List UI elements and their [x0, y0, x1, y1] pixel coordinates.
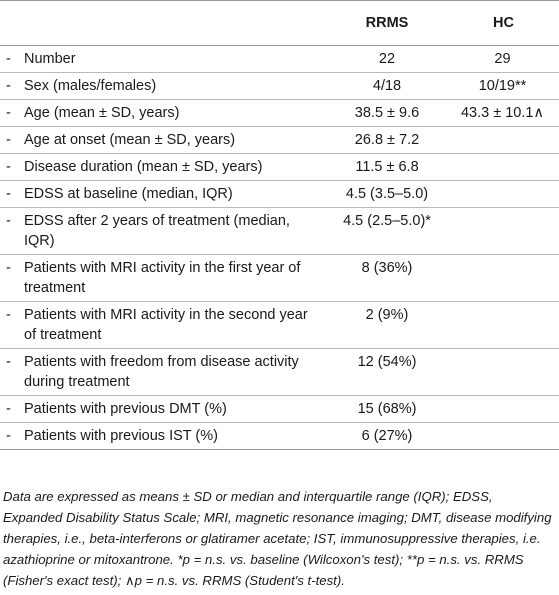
rrms-value: 11.5 ± 6.8	[316, 153, 448, 181]
row-label: Patients with freedom from disease activ…	[24, 354, 299, 390]
row-label: EDSS after 2 years of treatment (median,…	[24, 213, 290, 249]
hc-value: 29	[448, 45, 559, 73]
row-label: Age at onset (mean ± SD, years)	[24, 132, 236, 148]
hc-value	[448, 348, 559, 396]
table-body: - Number 22 29- Sex (males/females) 4/18 10/19…	[0, 45, 559, 450]
row-label-cell: - EDSS after 2 years of treatment (median…	[0, 207, 316, 255]
row-marker: -	[6, 354, 11, 370]
row-label-cell: - Patients with MRI activity in the first…	[0, 254, 316, 302]
row-label-cell: - EDSS at baseline (median, IQR)	[0, 180, 316, 208]
row-label: EDSS at baseline (median, IQR)	[24, 186, 233, 202]
row-label-cell: - Patients with previous DMT (%)	[0, 395, 316, 423]
hc-value	[448, 395, 559, 423]
rrms-value: 4.5 (3.5–5.0)	[316, 180, 448, 208]
table-header-row: RRMS HC	[0, 0, 559, 46]
row-label-cell: - Patients with MRI activity in the secon…	[0, 301, 316, 349]
row-label: Patients with MRI activity in the first …	[24, 260, 301, 296]
row-label: Patients with MRI activity in the second…	[24, 307, 308, 343]
row-marker: -	[6, 428, 11, 444]
hc-value	[448, 207, 559, 255]
row-marker: -	[6, 307, 11, 323]
table-row: - Age at onset (mean ± SD, years) 26.8 ± 7…	[0, 126, 559, 154]
table-row: - Patients with previous DMT (%) 15 (68%)	[0, 395, 559, 423]
table-footnote: Data are expressed as means ± SD or medi…	[3, 489, 552, 588]
rrms-value: 12 (54%)	[316, 348, 448, 396]
row-marker: -	[6, 186, 11, 202]
row-label-cell: - Patients with previous IST (%)	[0, 422, 316, 450]
row-label-cell: - Age (mean ± SD, years)	[0, 99, 316, 127]
column-header-hc: HC	[448, 0, 559, 46]
rrms-value: 2 (9%)	[316, 301, 448, 349]
column-header-rrms: RRMS	[316, 0, 448, 46]
row-label-cell: - Sex (males/females)	[0, 72, 316, 100]
row-label-cell: - Patients with freedom from disease acti…	[0, 348, 316, 396]
table-row: - Sex (males/females) 4/18 10/19**	[0, 72, 559, 100]
table-row: - EDSS at baseline (median, IQR) 4.5 (3.5–…	[0, 180, 559, 208]
table-row: - Patients with MRI activity in the secon…	[0, 301, 559, 349]
row-label: Patients with previous DMT (%)	[24, 401, 227, 417]
row-marker: -	[6, 132, 11, 148]
row-label-cell: - Number	[0, 45, 316, 73]
clinical-characteristics-table: RRMS HC - Number 22 29- Sex (males/females) 4…	[0, 0, 559, 450]
row-marker: -	[6, 159, 11, 175]
row-marker: -	[6, 78, 11, 94]
rrms-value: 4/18	[316, 72, 448, 100]
table-row: - Patients with previous IST (%) 6 (27%)	[0, 422, 559, 450]
table-row: - Age (mean ± SD, years) 38.5 ± 9.6 43.3 ± …	[0, 99, 559, 127]
hc-value	[448, 254, 559, 302]
hc-value	[448, 153, 559, 181]
rrms-value: 8 (36%)	[316, 254, 448, 302]
table-row: - EDSS after 2 years of treatment (median…	[0, 207, 559, 255]
row-label: Patients with previous IST (%)	[24, 428, 218, 444]
rrms-value: 22	[316, 45, 448, 73]
rrms-value: 4.5 (2.5–5.0)*	[316, 207, 448, 255]
table-row: - Disease duration (mean ± SD, years) 11.5…	[0, 153, 559, 181]
row-label: Sex (males/females)	[24, 78, 157, 94]
row-label: Age (mean ± SD, years)	[24, 105, 180, 121]
hc-value: 43.3 ± 10.1∧	[448, 99, 559, 127]
rrms-value: 26.8 ± 7.2	[316, 126, 448, 154]
table-row: - Patients with MRI activity in the first…	[0, 254, 559, 302]
row-label: Number	[24, 51, 76, 67]
rrms-value: 6 (27%)	[316, 422, 448, 450]
row-label: Disease duration (mean ± SD, years)	[24, 159, 263, 175]
row-marker: -	[6, 260, 11, 276]
table-row: - Patients with freedom from disease acti…	[0, 348, 559, 396]
row-marker: -	[6, 401, 11, 417]
row-label-cell: - Disease duration (mean ± SD, years)	[0, 153, 316, 181]
rrms-value: 38.5 ± 9.6	[316, 99, 448, 127]
hc-value	[448, 126, 559, 154]
rrms-value: 15 (68%)	[316, 395, 448, 423]
hc-value	[448, 422, 559, 450]
data-table-container: RRMS HC - Number 22 29- Sex (males/females) 4…	[0, 0, 559, 450]
row-marker: -	[6, 213, 11, 229]
hc-value	[448, 180, 559, 208]
row-marker: -	[6, 51, 11, 67]
row-marker: -	[6, 105, 11, 121]
table-row: - Number 22 29	[0, 45, 559, 73]
hc-value	[448, 301, 559, 349]
hc-value: 10/19**	[448, 72, 559, 100]
column-header-label	[0, 0, 316, 46]
row-label-cell: - Age at onset (mean ± SD, years)	[0, 126, 316, 154]
